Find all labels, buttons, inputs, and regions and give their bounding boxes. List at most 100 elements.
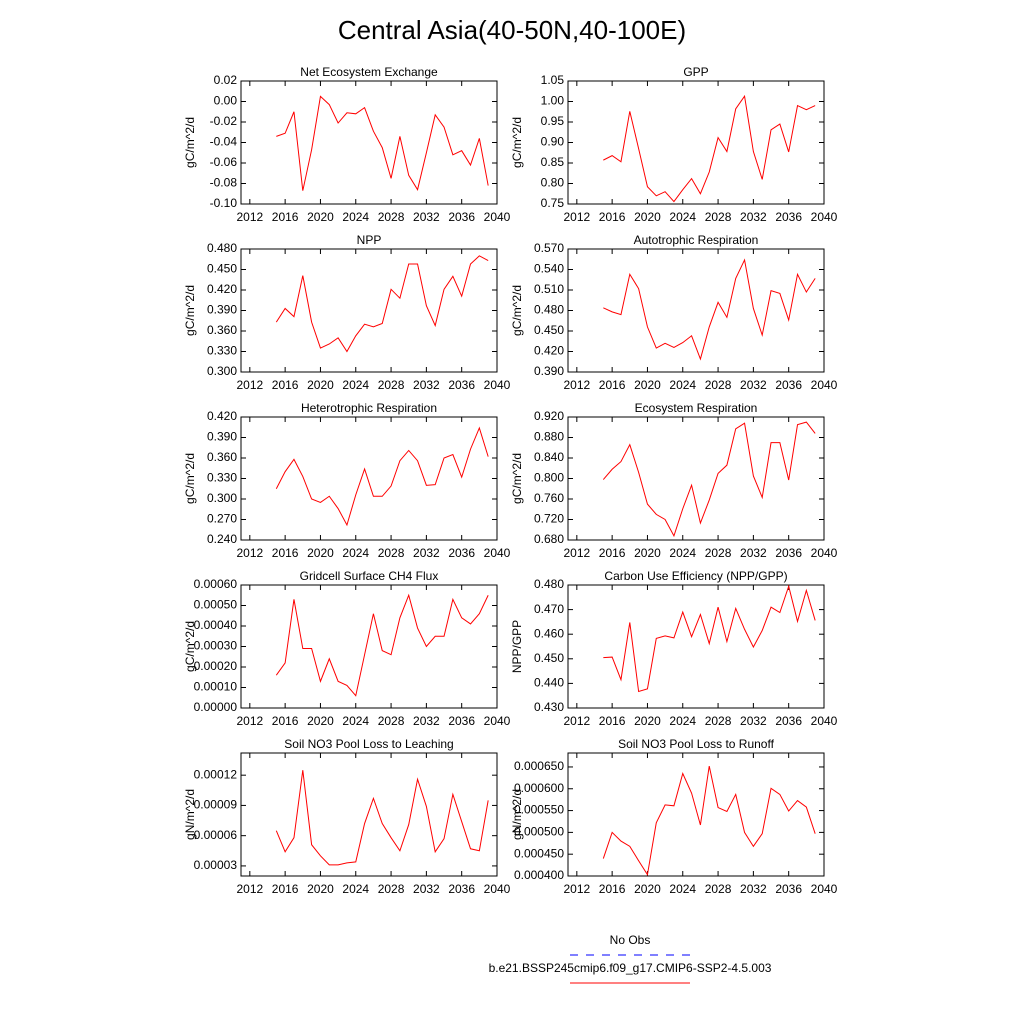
y-axis-label: gN/m^2/d: [183, 789, 197, 840]
x-tick-label: 2016: [599, 378, 626, 392]
y-axis-label: gC/m^2/d: [183, 117, 197, 168]
x-tick-label: 2024: [669, 546, 696, 560]
y-tick-label: 0.85: [541, 155, 565, 169]
data-line: [275, 426, 489, 527]
x-tick-label: 2024: [342, 378, 369, 392]
x-tick-label: 2012: [236, 882, 263, 896]
y-tick-label: 0.540: [534, 262, 564, 276]
plot-frame: [240, 416, 498, 541]
y-tick-label: 0.00000: [194, 700, 238, 714]
data-line: [602, 421, 816, 538]
x-tick-label: 2032: [740, 882, 767, 896]
y-tick-label: -0.08: [210, 176, 238, 190]
data-line: [276, 95, 489, 191]
plot-frame: [240, 248, 498, 373]
y-axis-label: gC/m^2/d: [510, 453, 524, 504]
y-tick-label: 0.480: [207, 241, 237, 255]
x-tick-label: 2024: [342, 882, 369, 896]
x-tick-label: 2024: [669, 210, 696, 224]
x-tick-label: 2032: [740, 714, 767, 728]
y-tick-label: 0.300: [207, 491, 237, 505]
x-tick-label: 2020: [634, 882, 661, 896]
x-tick-label: 2028: [378, 546, 405, 560]
y-tick-label: 0.480: [534, 303, 564, 317]
y-tick-label: 0.360: [207, 450, 237, 464]
x-tick-label: 2040: [811, 378, 838, 392]
x-tick-label: 2012: [236, 378, 263, 392]
x-tick-label: 2016: [272, 210, 299, 224]
x-tick-label: 2036: [775, 378, 802, 392]
y-tick-label: 0.75: [541, 196, 565, 210]
panel-title: Net Ecosystem Exchange: [300, 65, 438, 79]
x-tick-label: 2012: [563, 882, 590, 896]
plot-frame: [240, 752, 498, 877]
y-axis-label: gC/m^2/d: [510, 117, 524, 168]
y-tick-label: 0.510: [534, 282, 564, 296]
x-tick-label: 2028: [705, 546, 732, 560]
y-tick-label: 0.330: [207, 471, 237, 485]
y-tick-label: 0.00020: [194, 659, 238, 673]
plot-frame: [567, 752, 825, 877]
y-tick-label: 0.920: [534, 409, 564, 423]
y-tick-label: 0.390: [534, 364, 564, 378]
x-tick-label: 2040: [484, 546, 511, 560]
figure-title: Central Asia(40-50N,40-100E): [338, 15, 686, 45]
y-tick-label: 0.000650: [514, 759, 564, 773]
y-tick-label: 0.00006: [194, 828, 238, 842]
x-tick-label: 2012: [236, 210, 263, 224]
y-tick-label: 1.05: [541, 73, 565, 87]
x-tick-label: 2020: [634, 714, 661, 728]
plot-frame: [567, 584, 825, 709]
y-axis-label: gC/m^2/d: [183, 621, 197, 672]
y-tick-label: 0.450: [534, 323, 564, 337]
x-tick-label: 2012: [563, 210, 590, 224]
x-tick-label: 2016: [272, 882, 299, 896]
y-tick-label: 0.420: [207, 409, 237, 423]
x-tick-label: 2024: [342, 546, 369, 560]
x-tick-label: 2016: [272, 714, 299, 728]
y-tick-label: 0.430: [534, 700, 564, 714]
plot-frame: [240, 80, 498, 205]
y-tick-label: 0.330: [207, 344, 237, 358]
y-tick-label: 0.800: [534, 471, 564, 485]
y-tick-label: 0.02: [214, 73, 238, 87]
x-tick-label: 2040: [484, 882, 511, 896]
data-line: [275, 255, 489, 353]
data-line: [603, 94, 816, 203]
y-tick-label: 0.000550: [514, 803, 564, 817]
y-tick-label: 1.00: [541, 94, 565, 108]
panel-title: NPP: [357, 233, 382, 247]
y-tick-label: 0.00060: [194, 577, 238, 591]
x-tick-label: 2032: [413, 882, 440, 896]
y-tick-label: 0.450: [534, 651, 564, 665]
x-tick-label: 2028: [705, 714, 732, 728]
x-tick-label: 2032: [413, 546, 440, 560]
panel-title: GPP: [683, 65, 708, 79]
x-tick-label: 2032: [740, 378, 767, 392]
y-tick-label: 0.720: [534, 512, 564, 526]
panel-title: Heterotrophic Respiration: [301, 401, 437, 415]
x-tick-label: 2020: [307, 882, 334, 896]
y-tick-label: 0.760: [534, 491, 564, 505]
y-tick-label: 0.470: [534, 602, 564, 616]
y-tick-label: 0.390: [207, 430, 237, 444]
x-tick-label: 2020: [307, 714, 334, 728]
y-tick-label: 0.300: [207, 364, 237, 378]
x-tick-label: 2036: [775, 882, 802, 896]
panel-title: Gridcell Surface CH4 Flux: [300, 569, 439, 583]
y-tick-label: 0.440: [534, 676, 564, 690]
data-line: [275, 593, 489, 697]
y-tick-label: 0.390: [207, 303, 237, 317]
x-tick-label: 2036: [448, 714, 475, 728]
y-axis-label: gC/m^2/d: [183, 285, 197, 336]
data-line: [275, 770, 489, 866]
y-tick-label: 0.240: [207, 532, 237, 546]
y-tick-label: 0.880: [534, 430, 564, 444]
x-tick-label: 2032: [413, 378, 440, 392]
y-tick-label: 0.95: [541, 114, 565, 128]
y-axis-label: gC/m^2/d: [510, 285, 524, 336]
y-tick-label: 0.420: [207, 282, 237, 296]
x-tick-label: 2036: [775, 546, 802, 560]
y-tick-label: 0.570: [534, 241, 564, 255]
